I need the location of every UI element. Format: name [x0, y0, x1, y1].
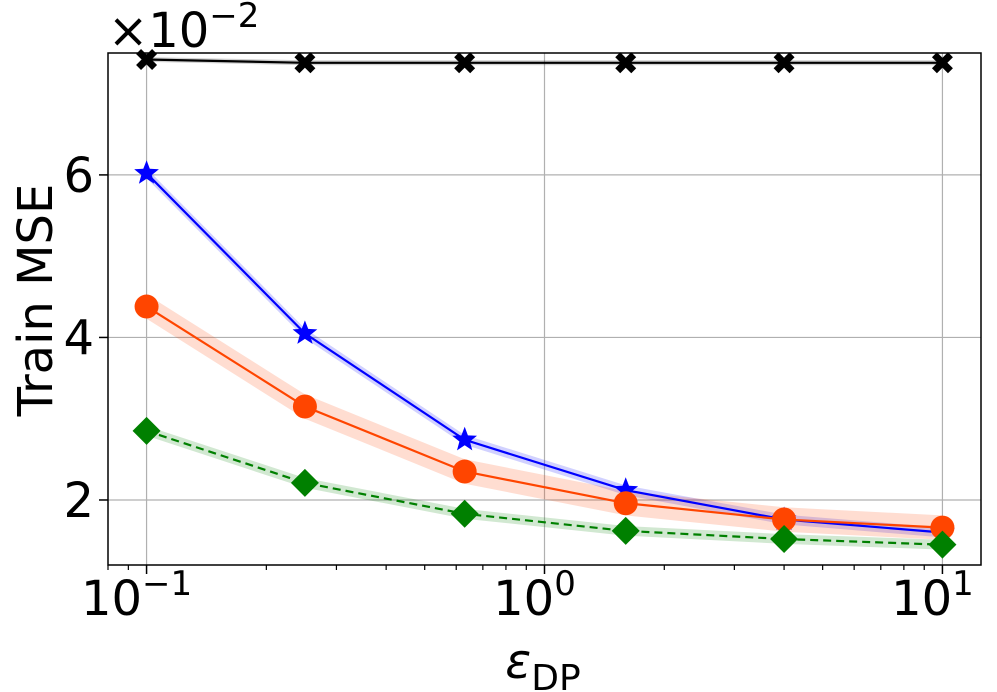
blue-star-point: [134, 160, 159, 184]
green-diamond-point: [928, 530, 957, 559]
y-tick-label: 6: [63, 148, 94, 204]
blue-star-point: [452, 426, 477, 451]
x-axis-label: εDP: [505, 634, 580, 692]
black-x-point: [294, 52, 316, 74]
series-lines: [145, 58, 943, 546]
y-scale-exponent: −2: [209, 0, 259, 36]
orange-circle-point: [452, 459, 477, 484]
green-diamond-point: [290, 468, 319, 497]
y-tick-label: 2: [63, 473, 94, 529]
series-markers: [132, 49, 957, 559]
orange-circle-point: [772, 507, 797, 532]
x-tick-label: 101: [891, 564, 974, 627]
x-tick-label: 100: [493, 564, 576, 627]
green-diamond-point: [770, 524, 799, 553]
green-diamond-point: [132, 416, 161, 445]
orange-circle-point: [613, 491, 638, 516]
x-tick-label: 10−1: [81, 564, 192, 627]
x-tick-label-base: 10: [891, 571, 952, 627]
x-tick-label-exponent: −1: [142, 564, 192, 604]
grid: [108, 53, 981, 565]
y-tick-label: 4: [63, 310, 94, 366]
orange-circle-point: [292, 394, 317, 419]
black-x-point: [136, 49, 158, 70]
y-axis-label: Train MSE: [8, 184, 64, 418]
green-diamond-point: [611, 516, 640, 545]
blue-star-point: [613, 477, 639, 501]
y-scale-label: ×10−2: [108, 0, 259, 59]
black-x-point: [931, 52, 953, 74]
black-x-point: [454, 52, 476, 74]
black-x-point: [773, 52, 795, 74]
blue-star-band: [146, 168, 943, 538]
orange-circle-line: [146, 305, 943, 529]
x-tick-label-base: 10: [81, 571, 142, 627]
orange-circle-point: [930, 515, 955, 540]
x-tick-label-exponent: 1: [952, 564, 974, 604]
green-diamond-line: [146, 429, 943, 546]
orange-circle-point: [134, 294, 159, 319]
blue-star-point: [292, 320, 318, 344]
black-x-line: [146, 58, 943, 64]
green-diamond-point: [450, 499, 479, 528]
x-tick-label-base: 10: [493, 571, 554, 627]
x-tick-label-exponent: 0: [554, 564, 576, 604]
black-x-point: [615, 52, 637, 74]
x-axis-label-subscript: DP: [531, 658, 580, 692]
